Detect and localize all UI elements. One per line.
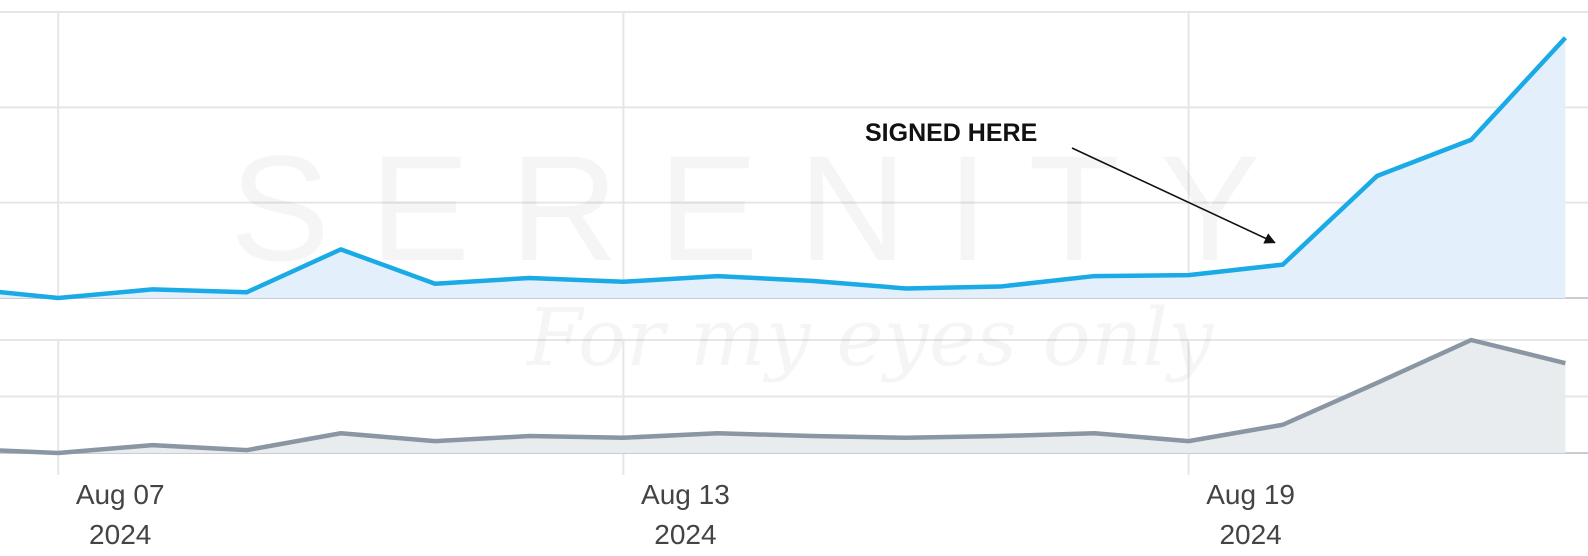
x-tick-label: 2024: [654, 519, 716, 550]
watermark-title: SERENITY: [230, 124, 1300, 292]
x-tick-label: 2024: [89, 519, 151, 550]
x-tick-label: Aug 13: [641, 479, 730, 510]
chart: SIGNED HEREAug 072024Aug 132024Aug 19202…: [0, 0, 1588, 556]
page: SIGNED HEREAug 072024Aug 132024Aug 19202…: [0, 0, 1588, 556]
x-tick-label: Aug 19: [1206, 479, 1295, 510]
x-tick-label: Aug 07: [76, 479, 165, 510]
watermark-subtitle: For my eyes only: [525, 291, 1215, 384]
x-tick-label: 2024: [1219, 519, 1281, 550]
